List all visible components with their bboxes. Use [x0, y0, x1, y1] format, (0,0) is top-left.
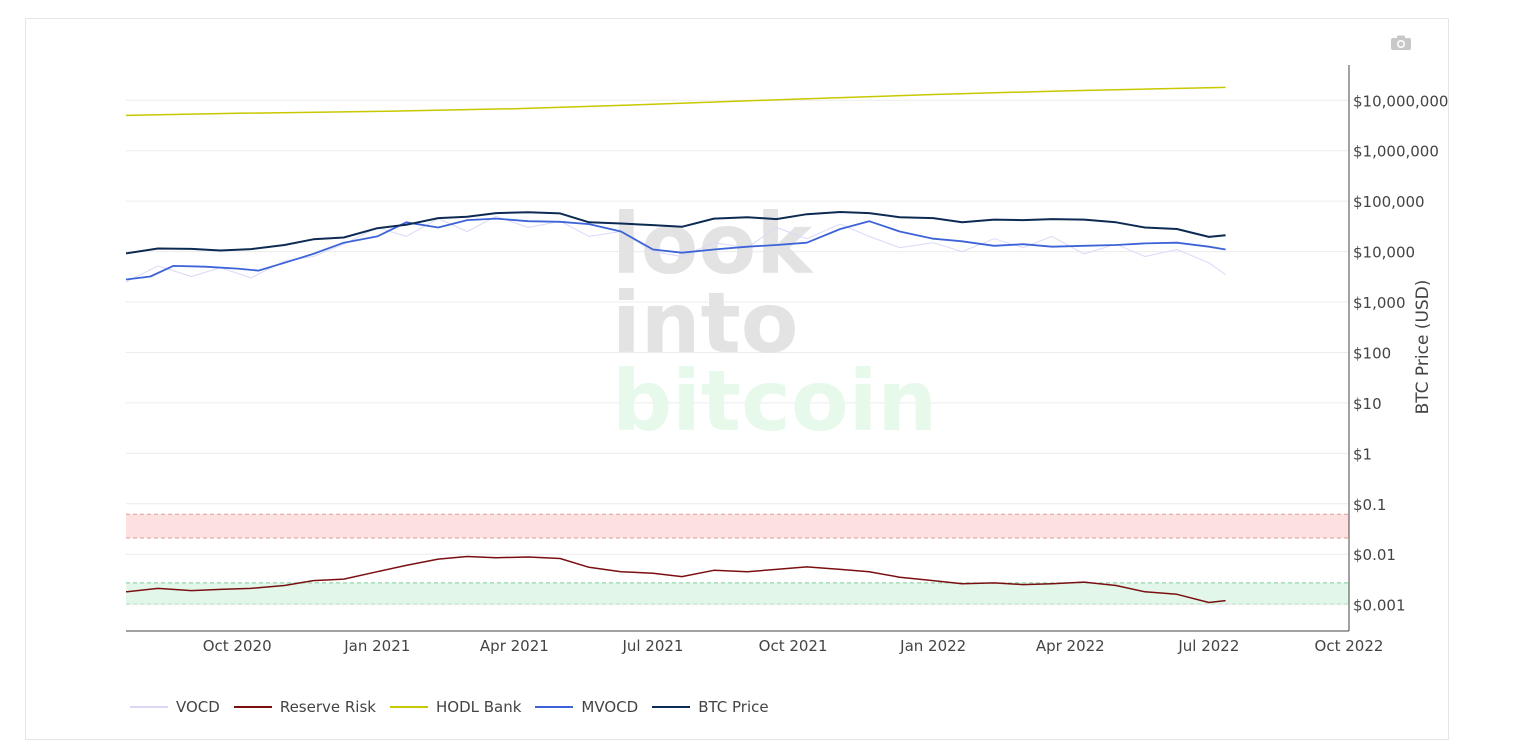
x-tick-label: Oct 2021 [759, 637, 828, 655]
legend-item-mvocd[interactable]: MVOCD [535, 698, 638, 716]
x-tick-label: Apr 2022 [1036, 637, 1105, 655]
y-tick-label: $10 [1353, 395, 1382, 413]
legend: VOCD Reserve Risk HODL Bank MVOCD BTC Price [130, 697, 783, 717]
legend-swatch [130, 706, 168, 708]
legend-label: BTC Price [698, 698, 769, 716]
legend-item-btc-price[interactable]: BTC Price [652, 698, 769, 716]
y-axis-label: BTC Price (USD) [1413, 280, 1433, 415]
reserve-risk-line [125, 555, 1226, 604]
legend-item-vocd[interactable]: VOCD [130, 698, 220, 716]
mvocd-line [125, 217, 1226, 281]
y-tick-label: $1 [1353, 445, 1372, 463]
y-tick-label: $1,000,000 [1353, 143, 1439, 161]
x-tick-label: Jan 2021 [343, 637, 410, 655]
watermark: look into bitcoin [612, 195, 937, 450]
y-tick-label: $0.001 [1353, 597, 1406, 615]
y-tick-label: $100,000 [1353, 193, 1425, 211]
chart-frame [25, 18, 1449, 740]
watermark-line2: into [612, 274, 798, 372]
legend-label: VOCD [176, 698, 220, 716]
legend-label: Reserve Risk [279, 698, 376, 716]
btc-price-line [125, 211, 1226, 255]
legend-item-reserve-risk[interactable]: Reserve Risk [233, 698, 376, 716]
legend-label: HODL Bank [435, 698, 522, 716]
series-layer [125, 86, 1226, 604]
x-tick-label: Jul 2022 [1177, 637, 1239, 655]
legend-swatch [535, 706, 574, 708]
legend-swatch [652, 706, 691, 708]
y-tick-label: $0.01 [1353, 546, 1396, 564]
x-tick-label: Oct 2020 [203, 637, 272, 655]
x-tick-labels: Oct 2020 Jan 2021 Apr 2021 Jul 2021 Oct 2021… [203, 637, 1384, 655]
legend-swatch [233, 706, 272, 708]
watermark-line3: bitcoin [612, 352, 937, 450]
legend-label: MVOCD [581, 698, 639, 716]
x-tick-label: Apr 2021 [480, 637, 549, 655]
y-tick-label: $10,000,000 [1353, 92, 1448, 110]
legend-swatch [389, 706, 428, 708]
y-tick-labels: $10,000,000 $1,000,000 $100,000 $10,000 $1,0… [1353, 92, 1448, 614]
y-tick-label: $100 [1353, 344, 1391, 362]
y-tick-label: $10,000 [1353, 244, 1415, 262]
x-tick-label: Oct 2022 [1315, 637, 1384, 655]
zone-green [126, 582, 1349, 605]
vocd-line [125, 215, 1226, 283]
x-tick-label: Jul 2021 [621, 637, 683, 655]
zone-red [126, 514, 1349, 538]
hodl-bank-line [125, 86, 1226, 117]
y-tick-label: $0.1 [1353, 496, 1386, 514]
grid-layer [126, 99, 1349, 606]
zones-layer [126, 513, 1349, 605]
y-tick-label: $1,000 [1353, 294, 1406, 312]
legend-item-hodl-bank[interactable]: HODL Bank [389, 698, 522, 716]
x-tick-label: Jan 2022 [899, 637, 966, 655]
axes-layer [126, 65, 1350, 632]
camera-icon[interactable] [1390, 35, 1412, 51]
